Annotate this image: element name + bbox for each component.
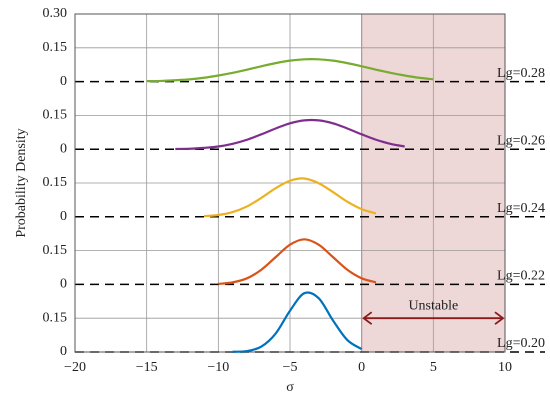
- y-axis-label: Probability Density: [14, 128, 29, 237]
- y-tick-label: 0: [60, 209, 67, 224]
- y-tick-label: 0.15: [43, 175, 68, 190]
- series-label: Lg=0.24: [497, 201, 545, 216]
- y-tick-label: 0.15: [43, 40, 68, 55]
- series-label: Lg=0.28: [497, 66, 545, 81]
- x-tick-label: −10: [207, 360, 229, 375]
- density-curve: [232, 291, 363, 353]
- x-tick-label: −15: [136, 360, 158, 375]
- x-tick-label: 0: [358, 360, 365, 375]
- y-tick-label: 0.15: [43, 108, 68, 123]
- y-tick-label: 0.15: [43, 310, 68, 325]
- arrow-head: [362, 311, 373, 325]
- series-label: Lg=0.20: [497, 336, 545, 351]
- arrow-head: [494, 311, 505, 325]
- series-label: Lg=0.22: [497, 269, 545, 284]
- y-tick-label: 0: [60, 74, 67, 89]
- series-label: Lg=0.26: [497, 133, 545, 148]
- x-tick-label: −20: [64, 360, 86, 375]
- plot-frame: [74, 13, 506, 353]
- x-tick-label: 5: [430, 360, 437, 375]
- density-curve: [203, 177, 377, 218]
- x-tick-label: −5: [283, 360, 298, 375]
- x-axis-label: σ: [286, 380, 294, 395]
- density-curve: [146, 58, 434, 83]
- density-curve: [175, 118, 405, 151]
- y-tick-label: 0.30: [43, 6, 68, 21]
- y-tick-label: 0: [60, 344, 67, 359]
- annotation: Unstable: [408, 298, 458, 313]
- y-tick-label: 0: [60, 277, 67, 292]
- y-tick-label: 0: [60, 141, 67, 156]
- density-curve: [218, 238, 377, 286]
- y-tick-label: 0.15: [43, 243, 68, 258]
- x-tick-label: 10: [498, 360, 512, 375]
